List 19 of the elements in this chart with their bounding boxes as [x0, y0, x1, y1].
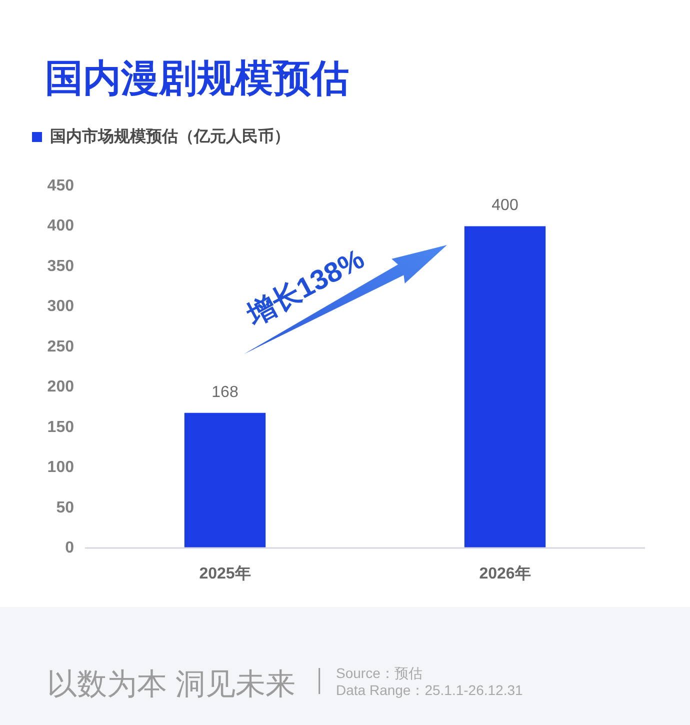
y-tick-label: 0: [65, 540, 74, 556]
y-tick-label: 200: [47, 378, 74, 396]
y-tick-label: 250: [47, 338, 74, 356]
y-tick-label: 450: [47, 178, 74, 194]
y-tick-label: 400: [47, 218, 74, 235]
data-label: 400: [492, 197, 518, 214]
legend-label: 国内市场规模预估（亿元人民币）: [50, 128, 290, 146]
annotation: Source：预估: [336, 665, 422, 681]
y-tick-label: 300: [47, 298, 74, 316]
x-tick-label: 2025年: [199, 566, 251, 582]
data-label: 168: [212, 384, 238, 401]
y-tick-label: 50: [56, 499, 74, 516]
x-tick-label: 2026年: [479, 566, 531, 582]
annotation: Data Range：25.1.1-26.12.31: [336, 682, 523, 698]
title: 国内漫剧规模预估: [45, 58, 349, 100]
y-tick-label: 100: [47, 459, 74, 476]
y-tick-label: 150: [47, 418, 74, 436]
y-tick-label: 350: [47, 258, 74, 275]
annotation: 以数为本 洞见未来: [47, 668, 296, 701]
